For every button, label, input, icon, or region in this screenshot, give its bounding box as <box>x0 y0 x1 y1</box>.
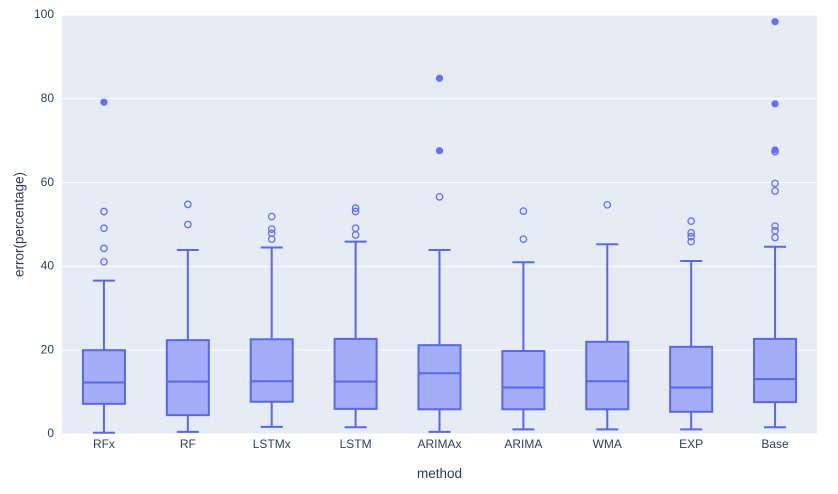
outlier-filled <box>771 18 779 26</box>
box-WMA[interactable] <box>585 200 630 431</box>
outlier-open <box>771 187 779 195</box>
outlier-open <box>183 200 192 209</box>
outlier-open <box>100 224 108 233</box>
outlier-open <box>267 229 276 238</box>
x-tick-label: ARIMA <box>504 437 542 451</box>
iqr-box <box>165 339 210 417</box>
iqr-box <box>585 340 630 411</box>
iqr-box <box>417 344 462 411</box>
outlier-filled <box>435 147 444 155</box>
y-tick-label: 60 <box>41 175 55 189</box>
outlier-filled <box>771 146 779 154</box>
box-RFx[interactable] <box>81 98 126 434</box>
box-ARIMAx[interactable] <box>417 74 462 433</box>
outlier-open <box>351 207 360 216</box>
box-RF[interactable] <box>165 200 210 433</box>
x-tick-label: RFx <box>93 437 115 451</box>
y-tick-label: 100 <box>34 7 54 21</box>
iqr-box <box>249 338 294 403</box>
outlier-open <box>267 225 276 233</box>
outlier-open <box>771 222 779 231</box>
box-EXP[interactable] <box>669 217 714 431</box>
outlier-open <box>687 217 696 225</box>
x-tick-label: WMA <box>593 437 622 451</box>
outlier-filled <box>771 100 779 108</box>
x-tick-label: Base <box>761 437 789 451</box>
y-tick-label: 80 <box>41 91 55 105</box>
outlier-open <box>351 224 360 233</box>
outlier-open <box>267 212 276 221</box>
y-tick-label: 40 <box>41 259 55 273</box>
iqr-box <box>669 345 714 413</box>
box-LSTMx[interactable] <box>249 212 294 428</box>
outlier-open <box>771 226 779 235</box>
x-tick-label: ARIMAx <box>417 437 461 451</box>
y-axis-title: error(percentage) <box>11 171 27 278</box>
iqr-box <box>501 350 546 411</box>
box-Base[interactable] <box>753 18 798 429</box>
outlier-open <box>435 192 444 201</box>
outlier-open <box>351 204 360 213</box>
outlier-filled <box>435 74 444 82</box>
box-ARIMA[interactable] <box>501 207 546 431</box>
outlier-open <box>687 229 696 237</box>
x-axis-title: method <box>416 466 463 481</box>
outlier-open <box>519 235 528 244</box>
outlier-open <box>771 179 779 188</box>
outlier-open <box>687 237 696 246</box>
iqr-box <box>333 337 378 410</box>
outlier-open <box>100 257 108 266</box>
box-LSTM[interactable] <box>333 204 378 429</box>
outlier-open <box>687 232 696 241</box>
outlier-open <box>183 220 192 229</box>
outlier-open <box>519 207 528 215</box>
iqr-box <box>81 349 126 405</box>
x-tick-label: LSTM <box>340 437 372 451</box>
outlier-open <box>100 244 108 253</box>
y-tick-label: 0 <box>47 426 54 440</box>
outlier-open <box>603 200 612 209</box>
outlier-open <box>100 207 108 216</box>
x-tick-label: EXP <box>679 437 703 451</box>
y-tick-label: 20 <box>41 342 55 356</box>
x-tick-label: LSTMx <box>253 437 291 451</box>
x-tick-label: RF <box>180 437 196 451</box>
iqr-box <box>753 337 798 404</box>
outlier-filled <box>100 98 108 106</box>
